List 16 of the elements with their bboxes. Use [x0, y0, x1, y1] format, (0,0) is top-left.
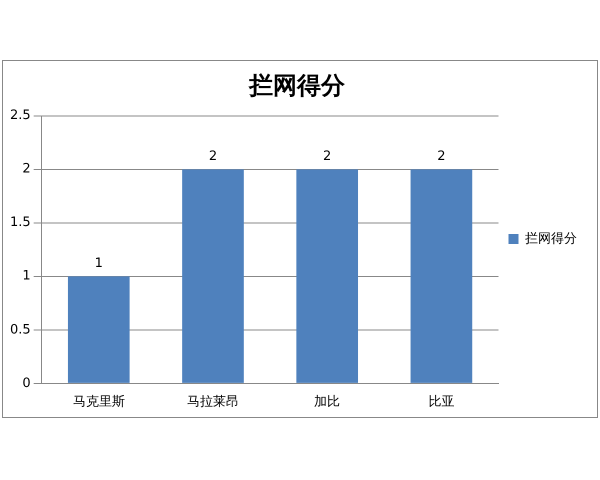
x-tick-label: 马拉莱昂 — [186, 394, 239, 410]
data-label: 2 — [437, 149, 446, 164]
x-tick-label: 比亚 — [428, 394, 454, 410]
x-tick-label: 马克里斯 — [72, 394, 125, 410]
y-tick-label: 2.5 — [10, 108, 31, 124]
y-tick-label: 1.5 — [10, 215, 31, 230]
chart-title: 拦网得分 — [248, 72, 346, 100]
y-tick-label: 0 — [22, 376, 31, 391]
y-tick-label: 2 — [22, 162, 31, 177]
y-tick-label: 0.5 — [10, 322, 31, 338]
data-label: 2 — [323, 149, 332, 164]
x-tick-label: 加比 — [314, 394, 340, 410]
legend-label: 拦网得分 — [525, 231, 577, 246]
data-label: 1 — [94, 256, 103, 272]
y-tick-label: 1 — [22, 268, 31, 284]
data-label: 2 — [208, 149, 218, 164]
